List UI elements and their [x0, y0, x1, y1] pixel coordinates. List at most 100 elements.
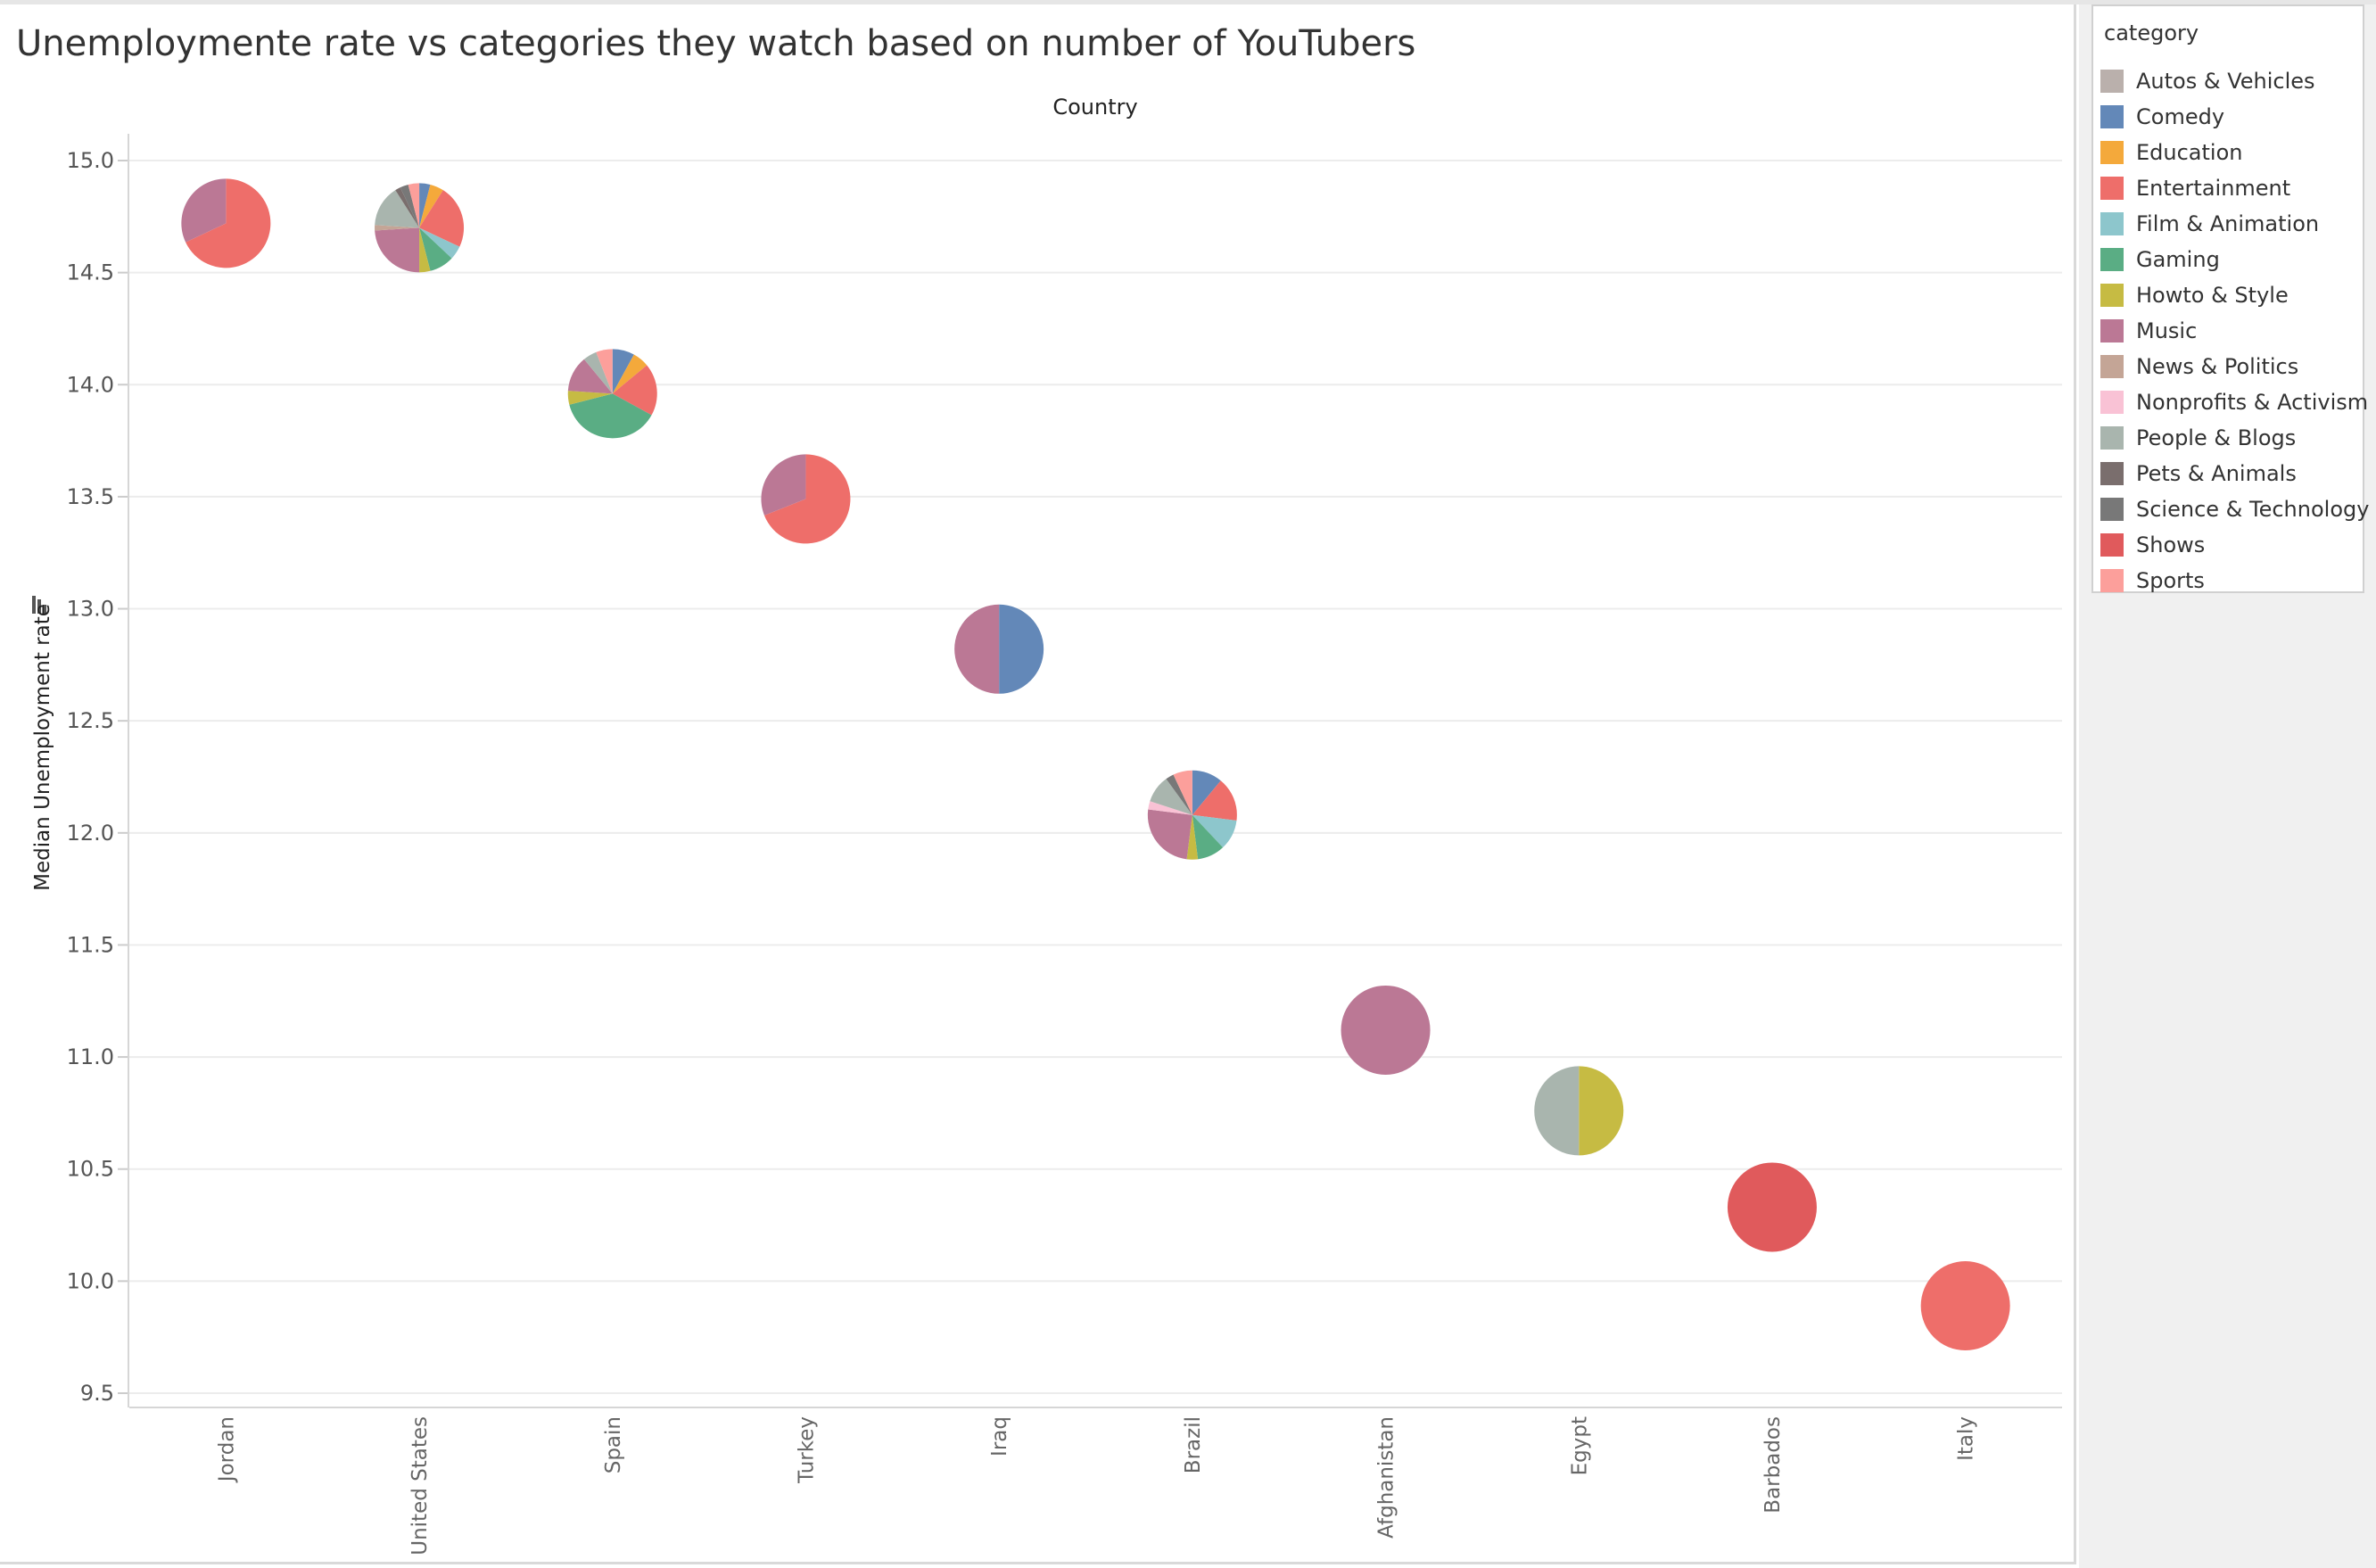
legend-label: Entertainment — [2136, 176, 2291, 201]
legend-item[interactable]: Science & Technology — [2100, 491, 2369, 527]
pie-slice — [375, 227, 420, 273]
legend-label: Science & Technology — [2136, 497, 2370, 522]
pie-slice — [1727, 1162, 1817, 1252]
legend-item[interactable]: News & Politics — [2100, 349, 2369, 384]
legend-swatch — [2100, 462, 2124, 485]
legend-swatch — [2100, 426, 2124, 450]
pie-slice — [596, 349, 613, 394]
legend-swatch — [2100, 319, 2124, 342]
legend-label: Education — [2136, 140, 2243, 165]
legend-item[interactable]: Nonprofits & Activism — [2100, 384, 2369, 420]
legend-swatch — [2100, 105, 2124, 128]
legend-swatch — [2100, 177, 2124, 200]
pie-slice — [1534, 1066, 1580, 1156]
pie-slice — [1148, 801, 1192, 815]
legend-item[interactable]: Gaming — [2100, 242, 2369, 277]
column-header-label: Country — [1052, 95, 1138, 120]
pie-slice — [761, 454, 806, 516]
x-tick-label: Jordan — [215, 1416, 238, 1483]
y-tick-label: 10.5 — [67, 1157, 114, 1182]
y-tick-label: 11.5 — [67, 932, 114, 957]
legend-label: People & Blogs — [2136, 425, 2297, 450]
legend-item[interactable]: Howto & Style — [2100, 277, 2369, 313]
legend-item[interactable]: Education — [2100, 135, 2369, 170]
x-tick-label: Egypt — [1568, 1416, 1591, 1475]
legend-item[interactable]: People & Blogs — [2100, 420, 2369, 456]
pie-slice — [186, 178, 271, 268]
y-tick-label: 14.0 — [67, 372, 114, 397]
legend-item[interactable]: Pets & Animals — [2100, 456, 2369, 491]
pie-slice — [1579, 1066, 1624, 1156]
pie-slice — [400, 184, 420, 228]
pie-slice — [1341, 985, 1431, 1075]
legend: category Autos & Vehicles Comedy Education… — [2091, 4, 2369, 593]
legend-swatch — [2100, 355, 2124, 378]
legend-item[interactable]: Entertainment — [2100, 170, 2369, 206]
legend-item[interactable]: Film & Animation — [2100, 206, 2369, 242]
legend-label: Autos & Vehicles — [2136, 69, 2315, 94]
legend-swatch — [2100, 533, 2124, 557]
pie-slice — [408, 183, 420, 228]
legend-swatch — [2100, 498, 2124, 521]
x-tick-label: Barbados — [1761, 1416, 1785, 1514]
legend-swatch — [2100, 141, 2124, 164]
legend-swatch — [2100, 248, 2124, 271]
pie-slice — [1192, 814, 1237, 848]
legend-item[interactable]: Music — [2100, 313, 2369, 349]
pie-slice — [1147, 809, 1192, 860]
pie-slice — [612, 365, 657, 416]
legend-item[interactable]: Autos & Vehicles — [2100, 63, 2369, 99]
pie-slice — [419, 183, 431, 228]
legend-swatch — [2100, 70, 2124, 93]
pie-slice — [419, 184, 443, 228]
y-tick-label: 12.5 — [67, 708, 114, 733]
legend-label: News & Politics — [2136, 354, 2299, 379]
pie-slice — [1920, 1261, 2010, 1351]
sort-icon[interactable] — [32, 596, 50, 615]
pie-slice — [612, 354, 648, 394]
pie-slice — [375, 225, 420, 231]
pie-slice — [1192, 780, 1237, 821]
pie-slice — [375, 190, 420, 228]
pie-slice — [999, 604, 1044, 694]
legend-item[interactable]: Sports — [2100, 563, 2369, 598]
legend-swatch — [2100, 212, 2124, 235]
legend-item[interactable]: Comedy — [2100, 99, 2369, 135]
y-tick-label: 14.5 — [67, 260, 114, 285]
y-tick-label: 11.0 — [67, 1044, 114, 1069]
pie-slice — [612, 349, 634, 394]
pie-slice — [567, 391, 613, 405]
legend-label: Music — [2136, 318, 2198, 343]
legend-swatch — [2100, 391, 2124, 414]
x-tick-label: Afghanistan — [1375, 1416, 1398, 1539]
pie-slice — [419, 227, 452, 271]
legend-label: Pets & Animals — [2136, 461, 2297, 486]
y-tick-label: 12.0 — [67, 821, 114, 846]
pie-slice — [395, 187, 420, 228]
legend-list: Autos & Vehicles Comedy Education Entertain… — [2100, 63, 2369, 598]
x-tick-label: Italy — [1955, 1416, 1978, 1461]
pie-slice — [567, 359, 613, 394]
pie-slice — [1150, 779, 1192, 815]
pie-slice — [763, 454, 851, 544]
y-tick-label: 9.5 — [80, 1381, 114, 1406]
x-tick-label: Spain — [602, 1416, 625, 1473]
legend-swatch — [2100, 284, 2124, 307]
chart-pane — [0, 4, 2076, 1564]
pie-slice — [1192, 770, 1221, 815]
chart-plot: 15.0 14.5 14.0 13.5 13.0 12.5 12.0 11.5 11.0 10.5… — [67, 134, 2062, 1556]
pie-slice — [1173, 770, 1192, 815]
x-tick-label: Iraq — [988, 1416, 1011, 1457]
y-tick-label: 15.0 — [67, 148, 114, 173]
x-tick-label: United States — [408, 1416, 432, 1556]
legend-label: Comedy — [2136, 104, 2225, 129]
legend-label: Nonprofits & Activism — [2136, 390, 2369, 415]
legend-item[interactable]: Shows — [2100, 527, 2369, 563]
pie-slice — [583, 351, 613, 394]
legend-swatch — [2100, 569, 2124, 592]
y-tick-label: 13.0 — [67, 597, 114, 622]
pie-slice — [1166, 774, 1192, 815]
pie-slice — [569, 393, 652, 439]
legend-label: Gaming — [2136, 247, 2220, 272]
legend-label: Shows — [2136, 532, 2206, 557]
